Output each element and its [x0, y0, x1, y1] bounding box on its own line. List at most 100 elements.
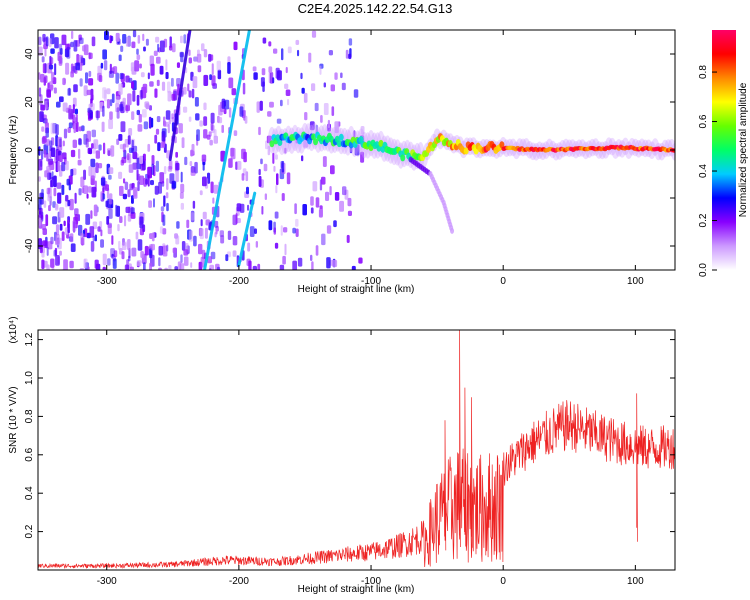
heatmap-cell	[187, 83, 190, 92]
heatmap-cell	[310, 254, 313, 261]
heatmap-cell	[360, 126, 365, 135]
heatmap-cell	[161, 131, 166, 142]
heatmap-cell	[119, 144, 124, 150]
heatmap-cell	[77, 214, 80, 222]
heatmap-cell	[59, 250, 62, 256]
ridge-cell	[378, 139, 384, 147]
heatmap-cell	[65, 43, 70, 50]
heatmap-cell	[124, 181, 129, 190]
heatmap-cell	[228, 107, 232, 118]
heatmap-cell	[175, 162, 180, 171]
heatmap-cell	[267, 145, 271, 156]
x-tick-label: -300	[97, 576, 117, 587]
heatmap-cell	[60, 48, 63, 55]
heatmap-cell	[203, 116, 208, 126]
heatmap-cell	[163, 166, 167, 175]
heatmap-cell	[55, 234, 60, 245]
heatmap-cell	[176, 221, 180, 229]
heatmap-cell	[189, 161, 193, 167]
heatmap-cell	[58, 55, 62, 64]
heatmap-cell	[268, 220, 273, 231]
heatmap-cell	[73, 40, 78, 52]
heatmap-cell	[188, 230, 193, 242]
heatmap-cell	[83, 185, 88, 194]
heatmap-cell	[115, 72, 119, 84]
heatmap-cell	[227, 230, 232, 240]
heatmap-cell	[230, 147, 236, 160]
heatmap-cell	[269, 72, 274, 84]
heatmap-cell	[332, 259, 338, 268]
heatmap-cell	[180, 35, 183, 44]
heatmap-cell	[39, 111, 44, 122]
heatmap-cell	[125, 36, 131, 47]
heatmap-cell	[50, 258, 55, 268]
heatmap-cell	[73, 84, 78, 93]
heatmap-cell	[142, 109, 147, 118]
heatmap-cell	[48, 38, 52, 48]
heatmap-cell	[62, 77, 66, 86]
heatmap-cell	[155, 36, 160, 43]
heatmap-cell	[295, 218, 299, 227]
heatmap-cell	[82, 45, 86, 52]
heatmap-cell	[108, 208, 113, 219]
heatmap-cell	[202, 176, 207, 187]
heatmap-cell	[98, 75, 103, 83]
heatmap-cell	[157, 142, 161, 152]
heatmap-cell	[151, 163, 154, 175]
heatmap-cell	[65, 62, 70, 75]
heatmap-cell	[284, 147, 287, 154]
heatmap-cell	[284, 243, 287, 256]
heatmap-cell	[48, 205, 51, 212]
heatmap-cell	[188, 49, 191, 56]
heatmap-cell	[143, 46, 146, 52]
heatmap-cell	[168, 265, 172, 270]
heatmap-cell	[122, 193, 127, 200]
heatmap-cell	[53, 175, 57, 188]
heatmap-cell	[275, 185, 278, 194]
heatmap-cell	[166, 178, 169, 190]
heatmap-cell	[346, 234, 350, 243]
heatmap-cell	[128, 147, 134, 153]
heatmap-cell	[179, 263, 185, 270]
heatmap-cell	[89, 109, 93, 119]
heatmap-cell	[255, 241, 258, 248]
heatmap-cell	[181, 137, 185, 149]
heatmap-cell	[135, 231, 139, 240]
heatmap-cell	[59, 154, 63, 163]
heatmap-cell	[69, 233, 74, 243]
heatmap-cell	[145, 103, 150, 110]
heatmap-streak	[237, 191, 257, 267]
heatmap-cell	[132, 187, 138, 199]
heatmap-cell	[102, 253, 107, 266]
heatmap-cell	[268, 41, 272, 47]
heatmap-cell	[322, 156, 327, 167]
heatmap-cell	[108, 118, 113, 130]
heatmap-cell	[70, 63, 74, 74]
heatmap-cell	[104, 89, 107, 102]
heatmap-cell	[147, 174, 150, 187]
heatmap-cell	[72, 139, 77, 148]
heatmap-cell	[210, 122, 214, 131]
heatmap-cell	[213, 129, 217, 138]
heatmap-cell	[57, 192, 62, 204]
heatmap-cell	[235, 213, 238, 225]
heatmap-cell	[321, 233, 326, 246]
heatmap-cell	[124, 139, 129, 148]
heatmap-cell	[312, 181, 318, 192]
heatmap-cell	[91, 36, 96, 47]
heatmap-cell	[286, 172, 291, 185]
heatmap-cell	[197, 65, 202, 73]
heatmap-cell	[122, 143, 126, 153]
heatmap-cell	[166, 202, 169, 212]
heatmap-cell	[190, 210, 195, 223]
colorbar-label: Normalized spectral amplitude	[738, 82, 749, 217]
heatmap-cell	[358, 257, 363, 264]
heatmap-cell	[126, 153, 130, 161]
heatmap-cell	[280, 161, 283, 169]
heatmap-cell	[163, 120, 167, 127]
heatmap-cell	[261, 206, 264, 215]
heatmap-cell	[127, 135, 131, 145]
heatmap-cell	[201, 43, 205, 52]
heatmap-cell	[63, 128, 68, 139]
heatmap-cell	[277, 70, 282, 81]
